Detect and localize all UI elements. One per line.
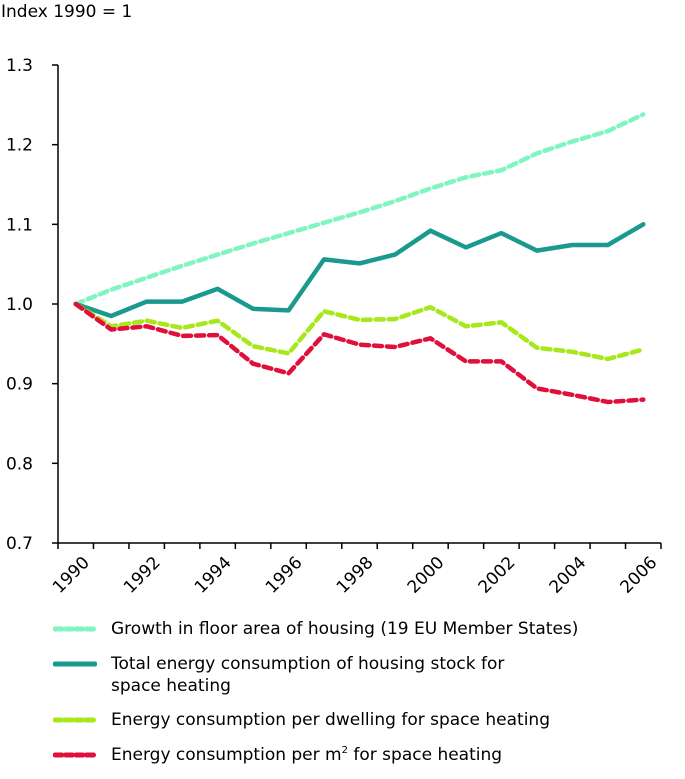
x-tick-label: 1990 bbox=[49, 553, 94, 598]
series-line-energy-consumption-per-m-for-space-heating bbox=[73, 301, 646, 405]
legend-item-total-energy[interactable]: Total energy consumption of housing stoc… bbox=[53, 653, 685, 697]
legend-label-floor-area: Growth in floor area of housing (19 EU M… bbox=[111, 619, 579, 639]
legend-label-total-energy-line1: Total energy consumption of housing stoc… bbox=[111, 654, 505, 674]
y-tick-label: 0.8 bbox=[6, 454, 33, 474]
x-tick-label: 2000 bbox=[404, 553, 449, 598]
series-line-energy-consumption-per-dwelling-for-space-heating bbox=[73, 301, 646, 362]
y-tick-label: 0.7 bbox=[6, 534, 33, 554]
y-tick-labels: 0.7 0.8 0.9 1.0 1.1 1.2 1.3 bbox=[6, 56, 33, 554]
legend-label-per-dwelling: Energy consumption per dwelling for spac… bbox=[111, 710, 550, 730]
x-tick-label: 2002 bbox=[475, 553, 520, 598]
axes bbox=[52, 64, 662, 549]
x-tick-label: 2006 bbox=[617, 553, 662, 598]
x-tick-label: 1996 bbox=[262, 553, 307, 598]
y-axis-unit-label: Index 1990 = 1 bbox=[1, 2, 133, 22]
y-tick-label: 1.3 bbox=[6, 56, 33, 76]
x-tick-label: 2004 bbox=[546, 553, 591, 598]
x-tick-label: 1998 bbox=[333, 553, 378, 598]
legend-label-per-m2-post: for space heating bbox=[347, 745, 503, 765]
legend-item-per-m2[interactable]: Energy consumption per m2 for space heat… bbox=[53, 744, 685, 766]
line-chart: 0.70.80.91.01.11.21.3 1990 1992 1994 1996 19… bbox=[6, 56, 662, 598]
legend-label-total-energy-line2: space heating bbox=[111, 676, 231, 696]
legend-label-per-m2-pre: Energy consumption per m bbox=[111, 745, 342, 765]
legend-label-per-m2-sup: 2 bbox=[341, 745, 348, 756]
y-tick-label: 1.2 bbox=[6, 136, 33, 156]
legend-item-per-dwelling[interactable]: Energy consumption per dwelling for spac… bbox=[53, 709, 685, 731]
series-line-growth-in-floor-area-of-housing-19-eu-member-states bbox=[73, 112, 646, 307]
series-line-total-energy-consumption-of-housing-stock-for-space-heating bbox=[73, 222, 646, 319]
series-lines bbox=[73, 112, 646, 405]
y-tick-label: 0.9 bbox=[6, 375, 33, 395]
x-tick-label: 1994 bbox=[191, 553, 236, 598]
y-tick-label: 1.1 bbox=[6, 215, 33, 235]
y-tick-label: 1.0 bbox=[6, 295, 33, 315]
x-tick-labels: 1990 1992 1994 1996 1998 2000 2002 2004 2006 bbox=[49, 553, 661, 598]
legend-item-floor-area[interactable]: Growth in floor area of housing (19 EU M… bbox=[53, 618, 685, 640]
legend: Growth in floor area of housing (19 EU M… bbox=[53, 618, 685, 779]
x-tick-label: 1992 bbox=[120, 553, 165, 598]
